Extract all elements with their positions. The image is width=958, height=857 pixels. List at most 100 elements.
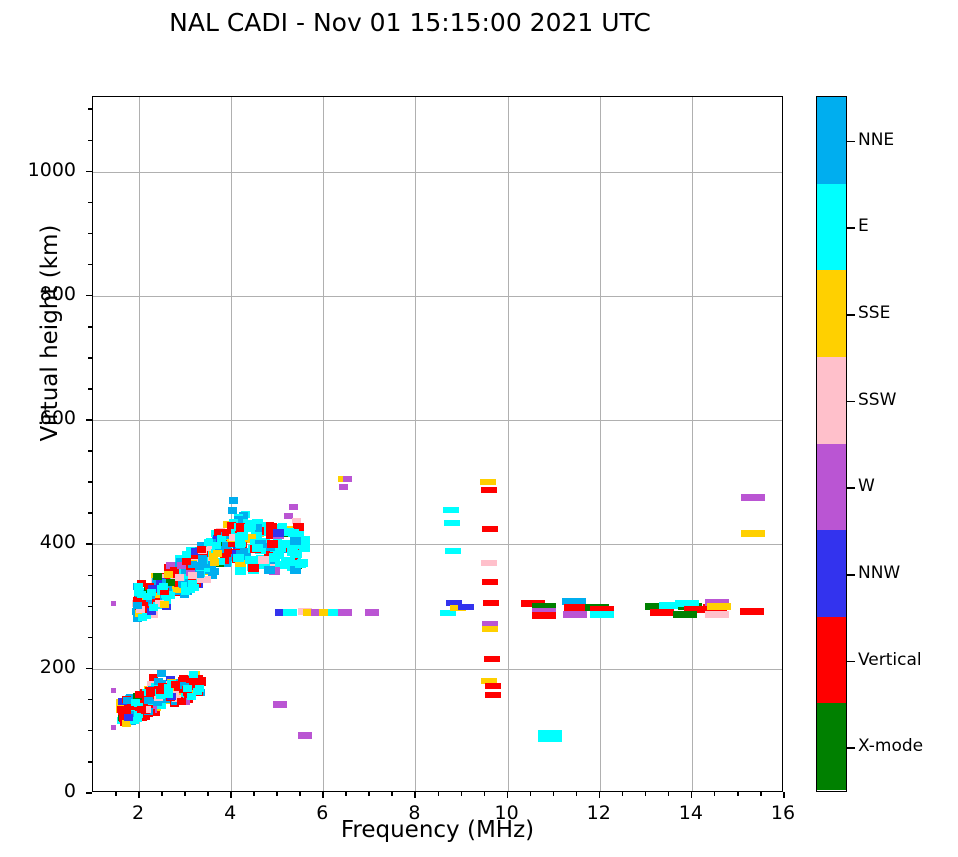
data-point — [267, 540, 279, 549]
data-point — [133, 583, 143, 591]
data-point — [562, 610, 587, 618]
gridline-vertical — [323, 97, 325, 791]
x-tick — [414, 792, 417, 798]
y-tick-minor — [88, 139, 92, 142]
page-title: NAL CADI - Nov 01 15:15:00 2021 UTC — [169, 8, 651, 37]
data-point — [263, 565, 275, 574]
data-point — [672, 610, 697, 618]
data-point — [139, 601, 149, 609]
data-point — [198, 550, 208, 558]
data-point — [163, 570, 173, 578]
data-point — [740, 529, 765, 537]
colorbar-tick — [847, 140, 855, 143]
data-point — [481, 560, 498, 567]
x-tick — [783, 792, 785, 798]
y-tick — [86, 543, 92, 546]
colorbar-label-w: W — [858, 476, 875, 497]
gridline-horizontal — [93, 668, 782, 670]
data-point — [250, 523, 262, 532]
data-point — [181, 557, 191, 565]
data-point — [484, 683, 501, 690]
y-tick-minor — [88, 357, 92, 359]
x-tick-label: 10 — [494, 802, 519, 824]
data-point — [705, 610, 730, 618]
data-point — [272, 701, 287, 709]
data-point — [649, 609, 674, 617]
data-point — [211, 541, 221, 549]
data-point — [156, 691, 166, 699]
y-tick-minor — [88, 636, 92, 639]
gridline-vertical — [415, 97, 417, 791]
x-tick-minor — [437, 792, 440, 796]
data-point — [146, 588, 156, 596]
colorbar-label-nnw: NNW — [858, 562, 901, 583]
data-point — [275, 543, 287, 552]
gridline-vertical — [231, 97, 233, 791]
gridline-vertical — [507, 97, 509, 791]
data-point — [235, 538, 247, 547]
data-point — [164, 690, 174, 698]
y-tick-minor — [88, 388, 92, 390]
y-tick — [86, 667, 92, 670]
data-point — [174, 573, 184, 581]
data-point — [172, 586, 182, 594]
x-tick-minor — [529, 792, 532, 796]
colorbar-label-ssw: SSW — [858, 389, 897, 410]
colorbar-label-x-mode: X-mode — [858, 736, 924, 757]
data-point — [232, 554, 244, 563]
data-point — [135, 606, 145, 614]
data-point — [289, 504, 299, 511]
data-point — [483, 600, 500, 607]
data-point — [439, 609, 456, 616]
colorbar-tick — [847, 400, 855, 403]
y-tick-minor — [88, 325, 92, 328]
colorbar-segment-x-mode — [817, 703, 846, 791]
gridline-horizontal — [93, 295, 782, 297]
x-tick-minor — [460, 792, 463, 796]
data-point — [209, 567, 219, 575]
data-point — [283, 513, 293, 520]
data-point — [234, 516, 244, 524]
colorbar-segment-ssw — [817, 356, 846, 444]
data-point — [170, 566, 180, 574]
data-point — [282, 527, 294, 536]
data-point — [155, 686, 165, 694]
data-point — [449, 604, 466, 611]
data-point — [191, 548, 201, 556]
data-point — [292, 522, 304, 531]
data-point — [481, 486, 498, 493]
data-point — [149, 673, 159, 681]
x-tick-minor — [276, 792, 278, 796]
data-point — [189, 584, 199, 592]
data-point — [161, 695, 171, 703]
data-point — [214, 528, 224, 536]
data-point — [458, 603, 475, 610]
data-point — [176, 558, 186, 566]
data-point — [221, 542, 231, 550]
data-point — [154, 599, 164, 607]
data-point — [165, 561, 175, 569]
data-point — [186, 693, 196, 701]
data-point — [143, 593, 153, 601]
data-point — [443, 507, 460, 514]
x-tick-minor — [299, 792, 301, 796]
data-point — [287, 548, 299, 557]
data-point — [234, 566, 246, 575]
x-tick-label: 6 — [316, 802, 329, 824]
data-point — [297, 732, 312, 740]
x-tick-minor — [621, 792, 624, 796]
colorbar-segment-e — [817, 183, 846, 271]
y-tick-minor — [88, 760, 92, 763]
data-point — [590, 606, 615, 614]
x-tick-minor — [644, 792, 647, 796]
x-tick-minor — [575, 792, 578, 796]
x-tick-label: 2 — [132, 802, 145, 824]
data-point — [222, 550, 232, 558]
data-point — [229, 497, 239, 505]
data-point — [111, 687, 117, 693]
colorbar-label-e: E — [858, 216, 869, 237]
data-point — [123, 696, 133, 704]
x-tick-minor — [736, 792, 739, 796]
x-axis-label: Frequency (MHz) — [340, 817, 535, 843]
x-tick-minor — [253, 792, 255, 796]
